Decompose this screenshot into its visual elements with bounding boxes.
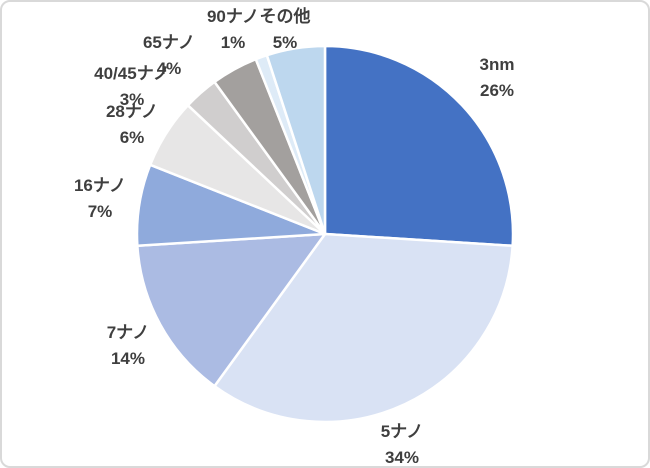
pie-slice-8[interactable] [265, 44, 327, 236]
pie-slice-1[interactable] [213, 232, 514, 424]
pie-slice-0[interactable] [323, 44, 515, 248]
pie-slice-2[interactable] [136, 232, 327, 388]
